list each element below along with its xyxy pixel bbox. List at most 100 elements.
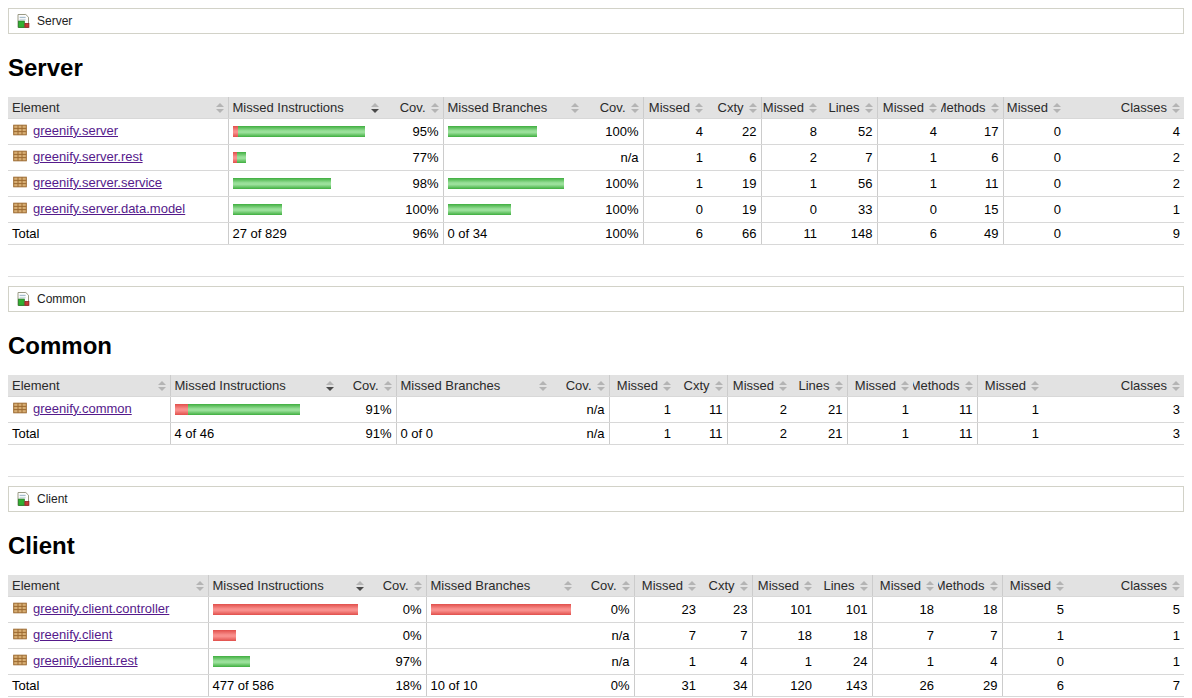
column-header-classes[interactable]: Classes: [1068, 575, 1184, 597]
column-header-missed[interactable]: Missed: [977, 375, 1043, 397]
counter-value: 18: [872, 597, 938, 623]
counter-value: 0: [1002, 649, 1068, 675]
total-counter-value: 21: [791, 423, 847, 445]
column-header-lines[interactable]: Lines: [791, 375, 847, 397]
counter-value: 1: [634, 649, 700, 675]
column-header-label: Cxty: [709, 578, 735, 593]
package-link[interactable]: greenify.server.data.model: [33, 201, 185, 216]
column-header-cov[interactable]: Cov.: [551, 375, 609, 397]
column-header-cxty[interactable]: Cxty: [700, 575, 752, 597]
column-header-classes[interactable]: Classes: [1065, 97, 1184, 119]
section-divider: [8, 476, 1184, 477]
package-link[interactable]: greenify.client.rest: [33, 653, 138, 668]
counter-value: 7: [700, 623, 752, 649]
section-client: ClientClientElementMissed InstructionsCo…: [8, 486, 1184, 697]
package-link[interactable]: greenify.client: [33, 627, 112, 642]
column-header-cov[interactable]: Cov.: [368, 575, 426, 597]
instruction-coverage-value: 0%: [368, 623, 426, 649]
covered-bar: [213, 656, 250, 667]
column-header-missed-branches[interactable]: Missed Branches: [443, 97, 583, 119]
column-header-methods[interactable]: Methods: [938, 575, 1002, 597]
element-cell: greenify.client.rest: [8, 649, 208, 675]
column-header-cov[interactable]: Cov.: [576, 575, 634, 597]
column-header-lines[interactable]: Lines: [816, 575, 872, 597]
counter-value: 11: [675, 397, 727, 423]
package-link[interactable]: greenify.server.rest: [33, 149, 143, 164]
counter-value: 1: [877, 145, 941, 171]
column-header-missed[interactable]: Missed: [847, 375, 913, 397]
total-instruction-coverage: 18%: [368, 675, 426, 697]
column-header-label: Cov.: [383, 578, 409, 593]
branch-coverage-bar: [448, 203, 580, 216]
table-row: greenify.server.rest77%n/a16271602: [8, 145, 1184, 171]
package-link[interactable]: greenify.server: [33, 123, 118, 138]
column-header-cxty[interactable]: Cxty: [675, 375, 727, 397]
column-header-missed[interactable]: Missed: [1002, 575, 1068, 597]
branch-coverage-bar: [448, 125, 580, 138]
package-link[interactable]: greenify.common: [33, 401, 132, 416]
column-header-missed-instructions[interactable]: Missed Instructions: [170, 375, 338, 397]
package-link[interactable]: greenify.server.service: [33, 175, 162, 190]
instruction-coverage-bar: [213, 603, 365, 616]
missed-bar: [431, 604, 571, 615]
column-header-methods[interactable]: Methods: [913, 375, 977, 397]
sort-icon: [715, 381, 723, 391]
counter-value: 0: [1003, 197, 1065, 223]
instruction-coverage-bar: [233, 151, 380, 164]
sort-icon: [749, 103, 757, 113]
sort-icon: [384, 381, 392, 391]
column-header-cov[interactable]: Cov.: [383, 97, 443, 119]
covered-bar: [233, 204, 282, 215]
column-header-label: Missed Instructions: [233, 100, 344, 115]
table-row: greenify.server.data.model100%100%019033…: [8, 197, 1184, 223]
column-header-cov[interactable]: Cov.: [583, 97, 643, 119]
column-header-cxty[interactable]: Cxty: [707, 97, 761, 119]
missed-bar: [213, 630, 236, 641]
total-counter-value: 11: [761, 223, 821, 245]
package-link[interactable]: greenify.client.controller: [33, 601, 169, 616]
table-header-row: Element Missed Instructions Cov.Missed Bra…: [8, 375, 1184, 397]
breadcrumb: Common: [8, 286, 1184, 312]
missed-branches-cell: [426, 623, 576, 649]
total-label: Total: [8, 423, 170, 445]
total-counter-value: 49: [941, 223, 1003, 245]
counter-value: 11: [913, 397, 977, 423]
instruction-coverage-value: 91%: [338, 397, 396, 423]
column-header-missed[interactable]: Missed: [727, 375, 791, 397]
column-header-element[interactable]: Element: [8, 97, 228, 119]
column-header-element[interactable]: Element: [8, 575, 208, 597]
column-header-cov[interactable]: Cov.: [338, 375, 396, 397]
column-header-missed[interactable]: Missed: [609, 375, 675, 397]
column-header-missed[interactable]: Missed: [872, 575, 938, 597]
counter-value: 2: [1065, 171, 1184, 197]
total-counter-value: 2: [727, 423, 791, 445]
column-header-label: Missed: [855, 378, 896, 393]
column-header-methods[interactable]: Methods: [941, 97, 1003, 119]
covered-bar: [448, 126, 537, 137]
counter-value: 7: [821, 145, 877, 171]
column-header-missed[interactable]: Missed: [1003, 97, 1065, 119]
column-header-classes[interactable]: Classes: [1043, 375, 1184, 397]
total-counter-value: 1: [977, 423, 1043, 445]
breadcrumb-label: Client: [37, 492, 68, 506]
column-header-missed[interactable]: Missed: [761, 97, 821, 119]
column-header-missed-instructions[interactable]: Missed Instructions: [228, 97, 383, 119]
table-row: greenify.client.controller0%0%2323101101…: [8, 597, 1184, 623]
package-icon: [12, 200, 28, 216]
counter-value: 4: [877, 119, 941, 145]
column-header-missed[interactable]: Missed: [752, 575, 816, 597]
column-header-missed-branches[interactable]: Missed Branches: [396, 375, 551, 397]
counter-value: 0: [877, 197, 941, 223]
column-header-missed[interactable]: Missed: [634, 575, 700, 597]
column-header-label: Missed Branches: [431, 578, 531, 593]
covered-bar: [237, 152, 246, 163]
column-header-label: Lines: [828, 100, 859, 115]
column-header-missed-instructions[interactable]: Missed Instructions: [208, 575, 368, 597]
column-header-missed[interactable]: Missed: [643, 97, 707, 119]
column-header-missed-branches[interactable]: Missed Branches: [426, 575, 576, 597]
missed-branches-cell: [426, 597, 576, 623]
column-header-lines[interactable]: Lines: [821, 97, 877, 119]
column-header-label: Missed Instructions: [175, 378, 286, 393]
column-header-element[interactable]: Element: [8, 375, 170, 397]
column-header-missed[interactable]: Missed: [877, 97, 941, 119]
